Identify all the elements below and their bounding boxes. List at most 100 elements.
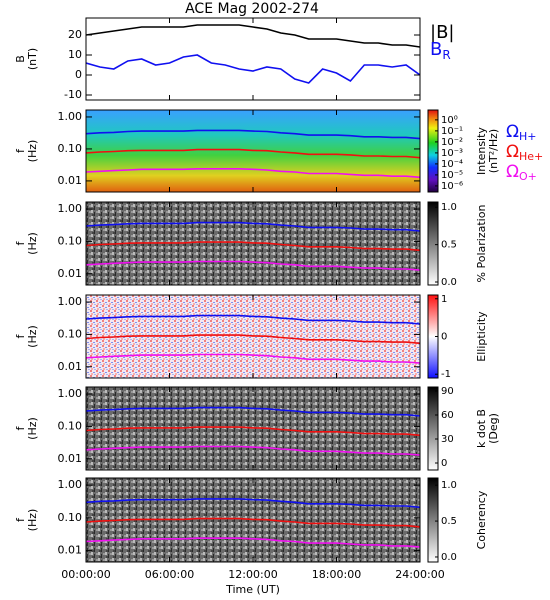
- y-axis-label: f: [14, 517, 27, 522]
- colorbar-tick-label: 0.0: [441, 552, 457, 563]
- y-tick-label: 1.00: [58, 202, 83, 215]
- y-axis-label: (Hz): [26, 232, 39, 255]
- series-line: [86, 129, 420, 140]
- colorbar-tick-label: -1: [441, 369, 451, 380]
- colorbar-tick-label: 30: [441, 434, 454, 445]
- y-tick-label: 1.00: [58, 295, 83, 308]
- y-axis-label: (Hz): [26, 509, 39, 532]
- colorbar-tick-label: 1.0: [441, 202, 457, 213]
- y-axis-label: (Hz): [26, 325, 39, 348]
- series-line: [86, 517, 420, 528]
- series-line: [86, 260, 420, 271]
- colorbar-tick-label: 0.5: [441, 516, 457, 527]
- y-tick-label: 0: [75, 68, 82, 81]
- colorbar-tick-label: 60: [441, 410, 454, 421]
- y-axis-label: B: [14, 55, 27, 63]
- colorbar-label: (Deg): [487, 413, 500, 444]
- colorbar: [427, 109, 439, 193]
- series-line: [86, 334, 420, 345]
- legend-entry: ΩH+: [506, 122, 537, 143]
- y-tick-label: 0.01: [58, 544, 83, 557]
- legend-entry: ΩO+: [506, 162, 537, 183]
- colorbar-label: Intensity: [475, 127, 488, 175]
- legend-subscript: H+: [519, 130, 537, 143]
- legend-entry: ΩHe+: [506, 142, 543, 163]
- colorbar-tick-label: 90: [441, 386, 454, 397]
- colorbar-label: k dot B: [475, 409, 488, 448]
- legend-text: Ω: [506, 122, 519, 142]
- legend-text: Ω: [506, 162, 519, 182]
- series-line: [86, 353, 420, 364]
- colorbar-tick-label: 10⁻⁴: [441, 159, 463, 170]
- legend-entry: BR: [430, 39, 451, 62]
- legend-entry: |B|: [430, 22, 454, 43]
- y-axis-label: f: [14, 148, 27, 153]
- colorbar-tick-label: 10⁻⁵: [441, 170, 463, 181]
- series-line: [86, 314, 420, 325]
- colorbar-tick-label: 10⁻²: [441, 137, 463, 148]
- x-tick-label: 00:00:00: [61, 568, 110, 581]
- y-axis-label: (Hz): [26, 417, 39, 440]
- legend-subscript: O+: [519, 170, 537, 183]
- colorbar-tick-label: 10⁻¹: [441, 126, 463, 137]
- colorbar-tick-label: 1.0: [441, 480, 457, 491]
- y-axis-label: (Hz): [26, 140, 39, 163]
- y-axis-label: f: [14, 333, 27, 338]
- legend-text: B: [430, 39, 442, 60]
- series-line: [86, 241, 420, 252]
- y-tick-label: 1.00: [58, 387, 83, 400]
- y-tick-label: 0.10: [58, 511, 83, 524]
- series-line: [86, 148, 420, 159]
- y-tick-label: 0.01: [58, 452, 83, 465]
- colorbar-tick-label: 0: [441, 458, 447, 469]
- x-tick-label: 12:00:00: [228, 568, 277, 581]
- series-line: [86, 168, 420, 179]
- colorbar-tick-label: 10⁰: [441, 115, 458, 126]
- series-line: [86, 54, 420, 84]
- series-line: [86, 221, 420, 232]
- colorbar-label: Ellipticity: [475, 311, 488, 362]
- series-line: [86, 426, 420, 437]
- series-line: [86, 24, 420, 48]
- legend-text: |B|: [430, 22, 454, 43]
- y-tick-label: 0.10: [58, 142, 83, 155]
- colorbar-label: Coherency: [475, 490, 488, 549]
- y-tick-label: 10: [68, 48, 82, 61]
- colorbar-tick-label: 1: [441, 294, 447, 305]
- x-tick-label: 06:00:00: [145, 568, 194, 581]
- series-line: [86, 498, 420, 509]
- y-axis-label: f: [14, 425, 27, 430]
- y-tick-label: 0.01: [58, 360, 83, 373]
- y-tick-label: 1.00: [58, 110, 83, 123]
- x-tick-label: 18:00:00: [312, 568, 361, 581]
- y-tick-label: 0.10: [58, 419, 83, 432]
- colorbar-tick-label: 0.5: [441, 240, 457, 251]
- colorbar-label: (nT²/Hz): [487, 129, 500, 173]
- x-tick-label: 24:00:00: [395, 568, 444, 581]
- colorbar-tick-label: 0: [441, 332, 447, 343]
- y-tick-label: -10: [64, 88, 82, 101]
- colorbar-tick-label: 0.0: [441, 277, 457, 288]
- legend-subscript: R: [442, 48, 450, 62]
- series-line: [86, 537, 420, 548]
- colorbar: [427, 477, 439, 563]
- legend-subscript: He+: [519, 150, 543, 163]
- y-tick-label: 0.01: [58, 267, 83, 280]
- series-line: [86, 445, 420, 456]
- chart-title: ACE Mag 2002-274: [185, 1, 319, 17]
- y-axis-label: f: [14, 240, 27, 245]
- y-axis-label: (nT): [26, 48, 39, 70]
- y-tick-label: 20: [68, 28, 82, 41]
- y-tick-label: 0.10: [58, 327, 83, 340]
- colorbar-tick-label: 10⁻³: [441, 148, 463, 159]
- colorbar: [427, 201, 439, 286]
- y-tick-label: 0.10: [58, 234, 83, 247]
- colorbar-label: % Polarization: [475, 205, 488, 283]
- legend-text: Ω: [506, 142, 519, 162]
- colorbar-tick-label: 10⁻⁶: [441, 181, 463, 192]
- y-tick-label: 0.01: [58, 174, 83, 187]
- x-axis-label: Time (UT): [225, 583, 280, 596]
- y-tick-label: 1.00: [58, 478, 83, 491]
- colorbar: [427, 386, 439, 471]
